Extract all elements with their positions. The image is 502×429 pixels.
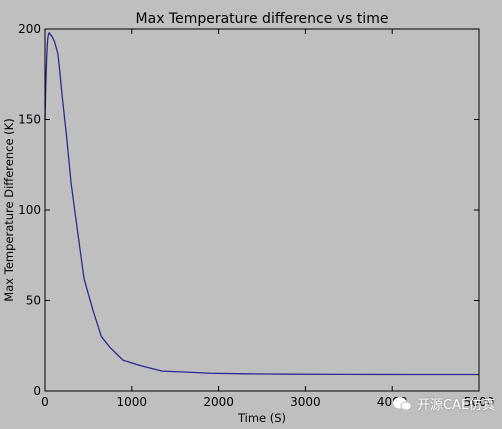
x-tick-label: 2000 <box>203 395 234 409</box>
series-layer <box>44 31 479 376</box>
y-tick-label: 150 <box>18 113 41 127</box>
x-axis-title: Time (S) <box>237 411 286 425</box>
chat-bubble-icon <box>393 397 412 410</box>
watermark-text: 开源CAE仿真 <box>417 398 496 413</box>
x-tick-label: 1000 <box>117 395 148 409</box>
series-line-0 <box>44 31 479 376</box>
y-tick-label: 50 <box>26 294 41 308</box>
y-tick-label: 0 <box>33 384 41 398</box>
plot-background <box>45 29 479 391</box>
x-tick-label: 5000 <box>464 395 495 409</box>
y-tick-label: 200 <box>18 22 41 36</box>
y-axis-title: Max Temperature Difference (K) <box>2 118 16 301</box>
x-tick-label: 3000 <box>290 395 321 409</box>
chart-title: Max Temperature difference vs time <box>136 11 389 27</box>
x-tick-label: 0 <box>41 395 49 409</box>
y-tick-label: 100 <box>18 203 41 217</box>
watermark: 开源CAE仿真 <box>392 394 495 413</box>
